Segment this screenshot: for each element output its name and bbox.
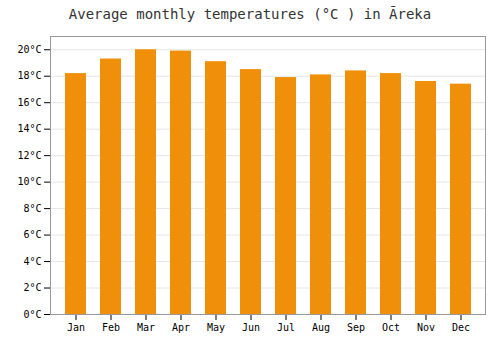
svg-text:Aug: Aug xyxy=(312,322,330,333)
svg-text:14°C: 14°C xyxy=(17,123,41,134)
html-text:Average monthly temperatures (: Average monthly temperatures (°C ) in Ār… xyxy=(68,6,432,22)
svg-text:6°C: 6°C xyxy=(23,229,41,240)
svg-text:May: May xyxy=(207,322,225,333)
svg-text:Sep: Sep xyxy=(347,322,365,333)
svg-text:Dec: Dec xyxy=(452,322,470,333)
svg-text:Nov: Nov xyxy=(417,322,435,333)
svg-text:4°C: 4°C xyxy=(23,256,41,267)
svg-text:Jul: Jul xyxy=(277,322,295,333)
svg-text:16°C: 16°C xyxy=(17,97,41,108)
svg-text:2°C: 2°C xyxy=(23,282,41,293)
svg-text:Apr: Apr xyxy=(172,322,190,333)
svg-text:10°C: 10°C xyxy=(17,176,41,187)
svg-text:Feb: Feb xyxy=(102,322,120,333)
svg-text:8°C: 8°C xyxy=(23,203,41,214)
svg-text:18°C: 18°C xyxy=(17,70,41,81)
svg-text:Jan: Jan xyxy=(67,322,85,333)
svg-text:Mar: Mar xyxy=(137,322,155,333)
svg-text:12°C: 12°C xyxy=(17,150,41,161)
svg-text:Jun: Jun xyxy=(242,322,260,333)
svg-text:0°C: 0°C xyxy=(23,309,41,320)
svg-text:20°C: 20°C xyxy=(17,44,41,55)
svg-text:Oct: Oct xyxy=(382,322,400,333)
